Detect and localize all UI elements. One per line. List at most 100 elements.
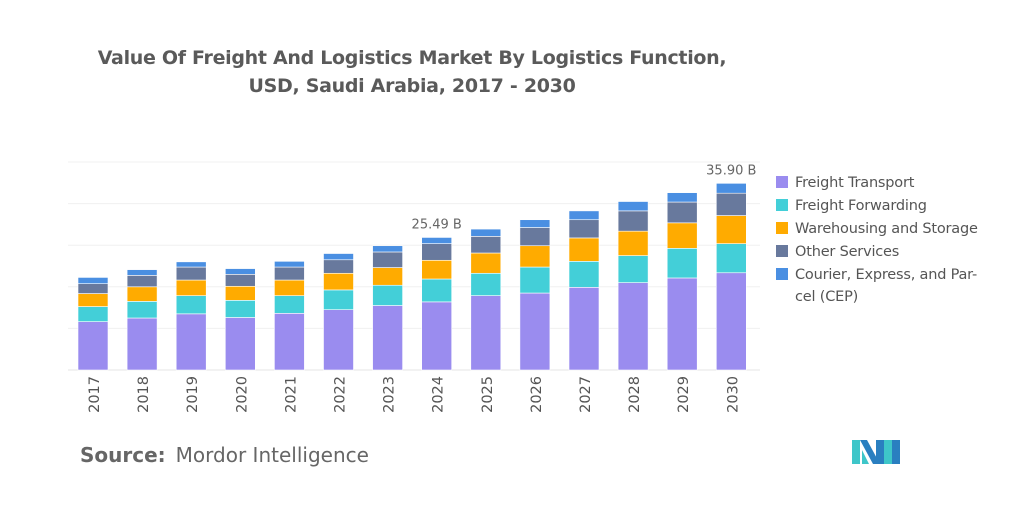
x-tick-label: 2029 xyxy=(676,376,692,413)
bar-segment-2030-4 xyxy=(715,183,747,194)
bar-segment-2021-0 xyxy=(274,313,305,371)
bar-segment-2030-2 xyxy=(715,215,747,244)
bar-segment-2023-4 xyxy=(372,245,403,253)
x-tick-label: 2017 xyxy=(87,376,103,413)
bar-segment-2018-3 xyxy=(126,275,158,288)
x-tick-label: 2024 xyxy=(431,376,447,413)
stacked-bar-chart: 2017 2018 2019 2020 2021 2022 2023 2024 25.49 B 2… xyxy=(68,161,760,413)
bar-segment-2028-3 xyxy=(617,210,649,232)
legend-item-warehousing: Warehousing and Storage xyxy=(776,218,990,241)
bar-segment-2022-0 xyxy=(323,309,354,371)
bar-segment-2028-0 xyxy=(617,282,649,371)
legend-swatch xyxy=(776,199,788,211)
bar-segment-2017-0 xyxy=(77,321,109,371)
legend-item-cep: Courier, Express, and Par-cel (CEP) xyxy=(776,264,990,310)
bar-segment-2021-2 xyxy=(274,279,305,296)
bar-segment-2017-1 xyxy=(77,306,109,322)
bar-segment-2021-1 xyxy=(274,295,305,314)
bar-segment-2026-0 xyxy=(519,292,551,371)
bar-segment-2019-4 xyxy=(175,261,207,268)
bar-segment-2025-3 xyxy=(470,236,502,254)
bar-segment-2024-3 xyxy=(421,243,453,261)
bar-segment-2025-1 xyxy=(470,272,502,296)
x-tick-label: 2030 xyxy=(725,376,741,413)
chart-title-line-2: USD, Saudi Arabia, 2017 - 2030 xyxy=(248,75,576,97)
bar-segment-2021-4 xyxy=(274,261,305,268)
bar-segment-2022-4 xyxy=(323,253,354,261)
bar-segment-2020-1 xyxy=(225,300,256,318)
bar-segment-2023-0 xyxy=(372,305,403,371)
x-tick-label: 2027 xyxy=(578,376,594,413)
bar-segment-2018-1 xyxy=(126,301,158,319)
bar-segment-2023-3 xyxy=(372,251,403,268)
bar-segment-2022-2 xyxy=(323,272,354,291)
bar-segment-2023-1 xyxy=(372,284,403,306)
bar-segment-2020-3 xyxy=(225,274,256,287)
chart-title: Value Of Freight And Logistics Market By… xyxy=(62,44,762,100)
legend-swatch xyxy=(776,222,788,234)
mordor-intelligence-logo xyxy=(852,440,900,464)
x-tick-label: 2028 xyxy=(627,376,643,413)
legend: Freight Transport Freight Forwarding War… xyxy=(776,172,990,310)
bar-segment-2029-0 xyxy=(666,277,698,371)
bar-segment-2020-0 xyxy=(225,317,256,371)
legend-label: Freight Forwarding xyxy=(795,198,927,214)
x-tick-label: 2022 xyxy=(333,376,349,413)
bar-segment-2020-4 xyxy=(225,268,256,275)
legend-item-other-services: Other Services xyxy=(776,241,990,264)
legend-item-freight-forwarding: Freight Forwarding xyxy=(776,195,990,218)
x-tick-label: 2021 xyxy=(283,376,299,413)
bar-segment-2024-4 xyxy=(421,237,453,244)
legend-swatch xyxy=(776,245,788,257)
legend-swatch xyxy=(776,268,788,280)
bar-segment-2027-3 xyxy=(568,219,600,239)
bar-segment-2021-3 xyxy=(274,266,305,281)
bar-segment-2027-4 xyxy=(568,210,600,221)
source-value: Mordor Intelligence xyxy=(175,443,369,467)
bar-segment-2030-3 xyxy=(715,192,747,216)
bar-segment-2020-2 xyxy=(225,285,256,301)
bar-segment-2025-4 xyxy=(470,228,502,237)
bar-segment-2024-2 xyxy=(421,259,453,280)
bar-segment-2019-0 xyxy=(175,313,207,371)
source-note: Source: Mordor Intelligence xyxy=(80,443,369,467)
bar-segment-2019-2 xyxy=(175,279,207,296)
bar-segment-2023-2 xyxy=(372,267,403,286)
legend-label: Warehousing and Storage xyxy=(795,221,978,237)
bar-segment-2026-3 xyxy=(519,227,551,247)
legend-label: Other Services xyxy=(795,244,900,260)
source-label: Source: xyxy=(80,443,166,467)
bar-segment-2030-0 xyxy=(715,272,747,371)
x-tick-label: 2018 xyxy=(136,376,152,413)
x-tick-label: 2026 xyxy=(529,376,545,413)
bar-segment-2030-1 xyxy=(715,243,747,274)
bar-segment-2028-2 xyxy=(617,230,649,256)
x-tick-label: 2023 xyxy=(382,376,398,413)
legend-swatch xyxy=(776,176,788,188)
bar-segment-2026-1 xyxy=(519,266,551,294)
x-tick-label: 2019 xyxy=(185,376,201,413)
bar-segment-2018-2 xyxy=(126,286,158,302)
chart-title-line-1: Value Of Freight And Logistics Market By… xyxy=(97,47,727,69)
bar-segment-2018-4 xyxy=(126,269,158,276)
bar-segment-2029-3 xyxy=(666,201,698,224)
bar-segment-2028-4 xyxy=(617,201,649,212)
bar-segment-2017-3 xyxy=(77,283,109,294)
bar-segment-2027-2 xyxy=(568,237,600,262)
legend-label: Courier, Express, and Par-cel (CEP) xyxy=(795,267,978,305)
bar-segment-2026-4 xyxy=(519,219,551,228)
bar-segment-2028-1 xyxy=(617,255,649,283)
data-label: 25.49 B xyxy=(412,217,462,232)
x-tick-label: 2025 xyxy=(480,376,496,413)
bar-segment-2017-2 xyxy=(77,293,109,307)
legend-item-freight-transport: Freight Transport xyxy=(776,172,990,195)
data-label: 35.90 B xyxy=(706,163,756,178)
bar-segment-2027-1 xyxy=(568,261,600,288)
bar-segment-2024-1 xyxy=(421,278,453,303)
bar-segment-2029-4 xyxy=(666,192,698,203)
bar-segment-2019-3 xyxy=(175,266,207,281)
bar-segment-2022-1 xyxy=(323,289,354,310)
bar-segment-2022-3 xyxy=(323,259,354,274)
bar-segment-2027-0 xyxy=(568,287,600,371)
bar-segment-2029-2 xyxy=(666,222,698,249)
